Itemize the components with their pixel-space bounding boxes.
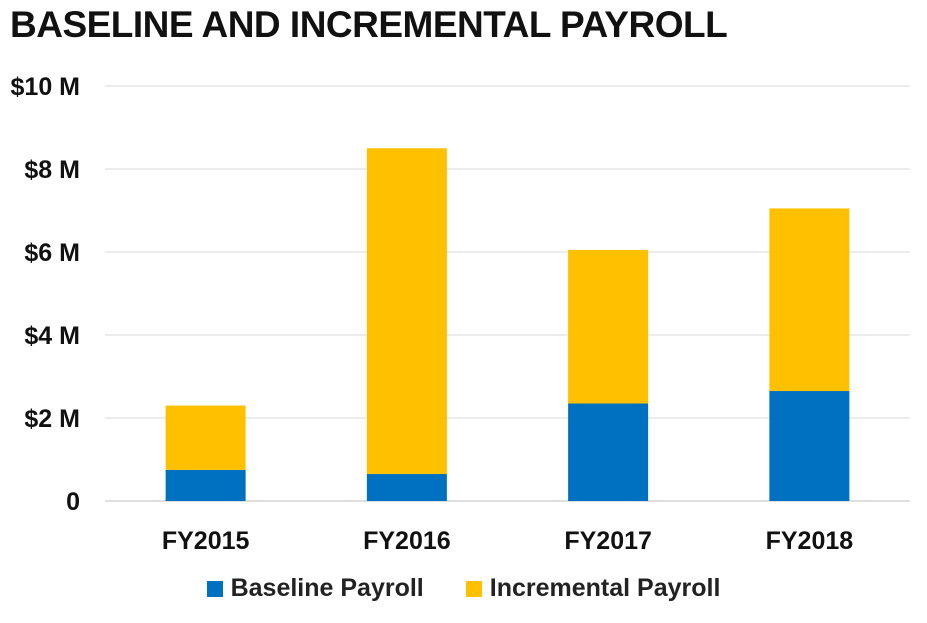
bar-incremental [165,405,246,470]
legend-label-incremental: Incremental Payroll [489,574,721,602]
bars [165,148,850,501]
y-tick-label: $10 M [11,73,80,101]
y-tick-label: $8 M [24,156,80,184]
legend-item-baseline: Baseline Payroll [206,574,424,603]
bar-incremental [366,148,447,475]
legend-swatch-incremental [465,580,482,597]
bar-incremental [568,249,649,404]
x-tick-label: FY2015 [162,527,250,555]
x-tick-label: FY2017 [564,527,652,555]
x-tick-label: FY2016 [363,527,451,555]
bar-incremental [769,208,850,392]
bar-baseline [769,391,850,501]
bar-baseline [568,403,649,501]
legend-label-baseline: Baseline Payroll [230,574,424,602]
y-tick-label: $6 M [24,239,80,267]
y-tick-label: 0 [66,488,80,516]
x-tick-label: FY2018 [766,527,854,555]
chart-title: BASELINE AND INCREMENTAL PAYROLL [10,4,728,45]
y-tick-label: $2 M [24,405,80,433]
x-axis: FY2015 FY2016 FY2017 FY2018 [162,527,853,555]
legend-item-incremental: Incremental Payroll [465,574,721,603]
y-axis: 0 $2 M $4 M $6 M $8 M $10 M [11,73,80,516]
bar-baseline [366,474,447,501]
legend-swatch-baseline [206,580,223,597]
bar-baseline [165,469,246,501]
legend: Baseline Payroll Incremental Payroll [0,574,927,603]
y-tick-label: $4 M [24,322,80,350]
